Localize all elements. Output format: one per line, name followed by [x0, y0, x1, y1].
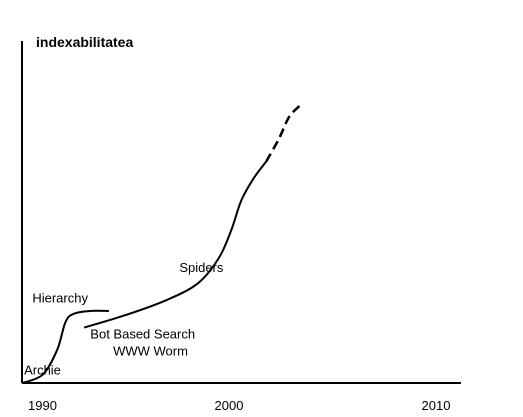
annotation-label: Bot Based Search	[90, 327, 195, 342]
curve-segment	[21, 309, 109, 384]
x-tick-labels: 1990 2000 2010	[28, 398, 450, 413]
annotation-label: Hierarchy	[32, 291, 88, 306]
x-tick-label: 2000	[215, 398, 244, 413]
annotation-label: Archie	[24, 363, 61, 378]
x-tick-label: 2010	[422, 398, 451, 413]
annotation-label: WWW Worm	[113, 343, 188, 358]
chart-title: indexabilitatea	[36, 34, 133, 50]
curve-segment-dashed	[265, 105, 301, 162]
annotation-label: Spiders	[179, 260, 224, 275]
x-tick-label: 1990	[28, 398, 57, 413]
curve-segment	[83, 160, 268, 329]
curve-segments	[21, 105, 301, 384]
